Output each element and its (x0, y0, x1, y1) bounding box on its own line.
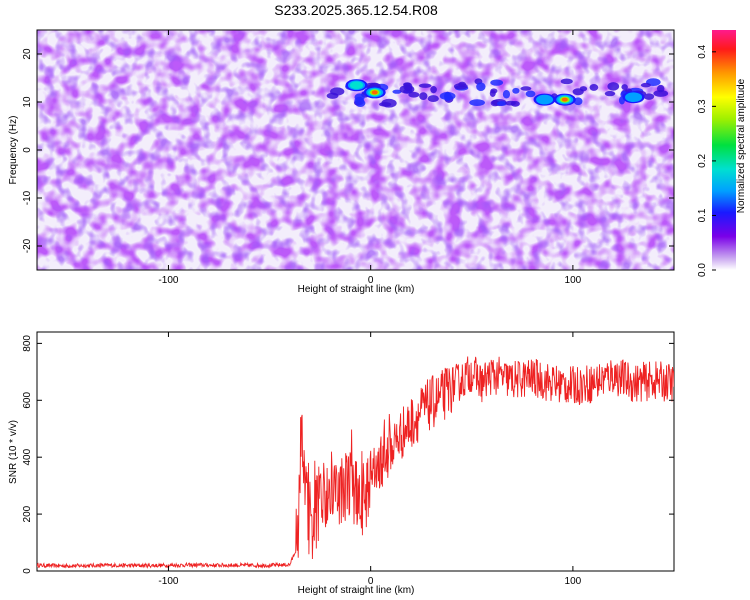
snr-x-tick-label: 100 (565, 576, 582, 587)
spectrogram-x-tick-label: 0 (368, 275, 374, 286)
spectrogram-y-tick-label: -20 (22, 238, 33, 253)
snr-x-tick-label: 0 (368, 576, 374, 587)
figure-title: S233.2025.365.12.54.R08 (274, 2, 438, 18)
signal-band-blob (505, 100, 516, 106)
signal-band-blob (640, 82, 651, 88)
signal-band-blob (573, 97, 583, 106)
hot-spot-3 (561, 97, 568, 102)
hot-spot-1 (371, 90, 378, 95)
signal-band-blob (430, 86, 437, 94)
signal-band-blob (572, 88, 584, 96)
signal-band-blob (408, 91, 420, 98)
signal-band-blob (439, 92, 456, 101)
colorbar-tick-label: 0.4 (697, 44, 708, 58)
signal-band-blob (330, 87, 345, 96)
spectrogram-x-label: Height of straight line (km) (298, 284, 415, 295)
signal-band-blob (489, 89, 496, 97)
signal-band-blob (621, 84, 628, 90)
snr-x-label: Height of straight line (km) (298, 585, 415, 596)
colorbar-label: Normalized spectral amplitude (736, 78, 747, 213)
signal-band-blob (354, 93, 365, 101)
snr-y-tick-label: 600 (22, 392, 33, 409)
spectrogram-y-tick-label: 0 (22, 147, 33, 153)
signal-band-blob (512, 87, 520, 94)
snr-y-tick-label: 0 (22, 568, 33, 574)
hot-spot-4 (625, 92, 643, 102)
signal-band-blob (643, 93, 655, 100)
snr-y-tick-label: 200 (22, 505, 33, 522)
signal-band-blob (520, 86, 532, 91)
snr-y-tick-label: 800 (22, 335, 33, 352)
snr-series-line (37, 356, 674, 569)
snr-frame (36, 331, 675, 572)
signal-band-blob (656, 84, 665, 93)
spectrogram-y-tick-label: -10 (22, 190, 33, 205)
signal-band-blob (653, 89, 669, 97)
signal-band-blob (379, 102, 392, 107)
signal-band-blob (490, 99, 500, 107)
spectrogram-x-tick-label: 100 (565, 275, 582, 286)
signal-band-blob (604, 90, 616, 97)
signal-band-blob (458, 81, 467, 88)
colorbar-tick-label: 0.0 (697, 263, 708, 277)
colorbar-tick-label: 0.3 (697, 99, 708, 113)
snr-y-label: SNR (10 * v/v) (8, 420, 19, 484)
spectrogram-y-label: Frequency (Hz) (8, 116, 19, 185)
signal-band-blob (525, 90, 536, 98)
hot-spot-2 (536, 94, 554, 105)
hot-spot-0 (350, 81, 364, 89)
snr-x-tick-label: -100 (158, 576, 178, 587)
snr-panel: -100 0 100 0 200 400 600 800 Height of straigh… (8, 331, 675, 596)
signal-band-blob (589, 83, 599, 91)
signal-band-blob (469, 99, 485, 106)
signal-band-blob (476, 82, 486, 91)
colorbar-gradient (712, 30, 736, 270)
signal-band-blob (502, 90, 511, 99)
spectrogram-noise-fine (37, 30, 674, 270)
snr-y-tick-label: 400 (22, 448, 33, 465)
signal-band-blob (490, 79, 504, 86)
signal-band-blob (607, 82, 620, 91)
signal-band-blob (496, 101, 507, 107)
spectrogram-y-tick-label: 10 (22, 96, 33, 108)
colorbar: 0.0 0.1 0.2 0.3 0.4 Normalized spectral ampl… (697, 30, 747, 277)
colorbar-tick-label: 0.2 (697, 154, 708, 168)
signal-band-blob (392, 89, 402, 94)
signal-band-blob (418, 83, 432, 88)
spectrogram-y-tick-label: 20 (22, 48, 33, 60)
colorbar-tick-label: 0.1 (697, 208, 708, 222)
signal-band-blob (560, 78, 573, 85)
signal-band-blob (427, 95, 439, 102)
spectrogram-x-tick-label: -100 (158, 275, 178, 286)
signal-band-blob (399, 84, 415, 94)
signal-band-blob (419, 92, 428, 100)
